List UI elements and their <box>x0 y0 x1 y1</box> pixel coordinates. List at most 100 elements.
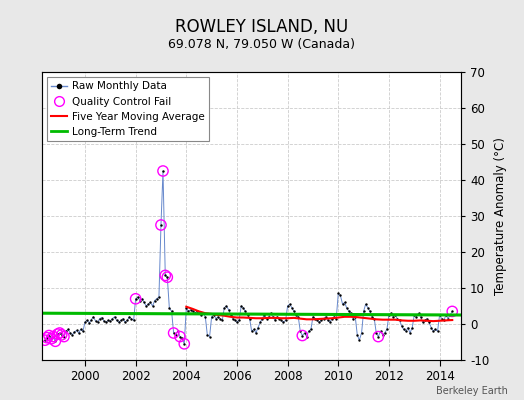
Point <box>397 322 406 329</box>
Point <box>380 330 389 336</box>
Point <box>423 315 431 322</box>
Point <box>247 328 256 334</box>
Point <box>216 315 224 322</box>
Point <box>72 327 81 334</box>
Point <box>263 315 271 322</box>
Point <box>448 308 456 314</box>
Point <box>277 317 286 324</box>
Legend: Raw Monthly Data, Quality Control Fail, Five Year Moving Average, Long-Term Tren: Raw Monthly Data, Quality Control Fail, … <box>47 77 209 141</box>
Point <box>125 314 134 320</box>
Point <box>339 301 347 307</box>
Point <box>412 314 420 320</box>
Point <box>237 303 245 309</box>
Point <box>393 315 401 322</box>
Point <box>391 312 399 318</box>
Point <box>345 308 353 314</box>
Point <box>85 320 93 326</box>
Point <box>254 324 262 331</box>
Point <box>132 296 140 302</box>
Point <box>163 274 171 280</box>
Point <box>309 314 317 320</box>
Point <box>190 310 199 316</box>
Point <box>111 314 119 320</box>
Point <box>106 318 115 324</box>
Point <box>199 310 208 316</box>
Point <box>205 334 214 340</box>
Point <box>290 308 298 314</box>
Point <box>266 310 275 316</box>
Point <box>108 315 116 322</box>
Point <box>244 312 252 318</box>
Point <box>334 290 343 297</box>
Point <box>83 317 91 324</box>
Point <box>406 330 414 336</box>
Point <box>353 332 362 338</box>
Point <box>176 334 184 340</box>
Point <box>167 308 176 314</box>
Text: Berkeley Earth: Berkeley Earth <box>436 386 508 396</box>
Point <box>184 308 192 314</box>
Point <box>317 317 325 324</box>
Point <box>328 315 336 322</box>
Point <box>208 314 216 320</box>
Point <box>123 317 132 324</box>
Point <box>298 332 307 339</box>
Point <box>446 312 454 318</box>
Point <box>159 168 167 174</box>
Point <box>41 337 49 343</box>
Point <box>218 317 226 324</box>
Point <box>174 328 182 334</box>
Point <box>43 334 51 341</box>
Point <box>165 305 173 311</box>
Point <box>302 334 311 340</box>
Point <box>294 314 302 320</box>
Point <box>228 315 237 322</box>
Point <box>150 298 159 304</box>
Point <box>68 332 77 338</box>
Point <box>313 317 321 324</box>
Point <box>429 328 438 334</box>
Point <box>113 317 121 324</box>
Point <box>403 324 412 331</box>
Point <box>245 315 254 322</box>
Point <box>311 315 319 322</box>
Point <box>195 310 203 316</box>
Point <box>419 319 427 326</box>
Point <box>220 305 228 311</box>
Point <box>323 317 332 324</box>
Point <box>45 332 53 339</box>
Point <box>212 315 220 322</box>
Point <box>193 308 201 314</box>
Point <box>298 332 307 339</box>
Point <box>117 317 125 324</box>
Point <box>146 299 155 306</box>
Point <box>320 315 328 322</box>
Point <box>98 314 106 321</box>
Point <box>307 326 315 333</box>
Point <box>442 312 450 318</box>
Point <box>341 299 349 306</box>
Point <box>163 274 171 280</box>
Point <box>51 338 60 344</box>
Point <box>269 314 277 320</box>
Point <box>157 222 165 228</box>
Point <box>231 317 239 324</box>
Point <box>383 326 391 333</box>
Point <box>366 308 374 314</box>
Point <box>438 315 446 322</box>
Point <box>271 317 279 324</box>
Point <box>370 315 378 322</box>
Point <box>281 317 290 324</box>
Point <box>171 332 180 338</box>
Point <box>47 336 56 342</box>
Point <box>279 319 288 326</box>
Point <box>402 328 410 334</box>
Point <box>349 315 357 322</box>
Point <box>250 326 258 333</box>
Point <box>275 315 283 322</box>
Point <box>427 324 435 331</box>
Point <box>304 328 313 334</box>
Point <box>347 310 355 316</box>
Point <box>376 328 385 334</box>
Point <box>385 312 393 318</box>
